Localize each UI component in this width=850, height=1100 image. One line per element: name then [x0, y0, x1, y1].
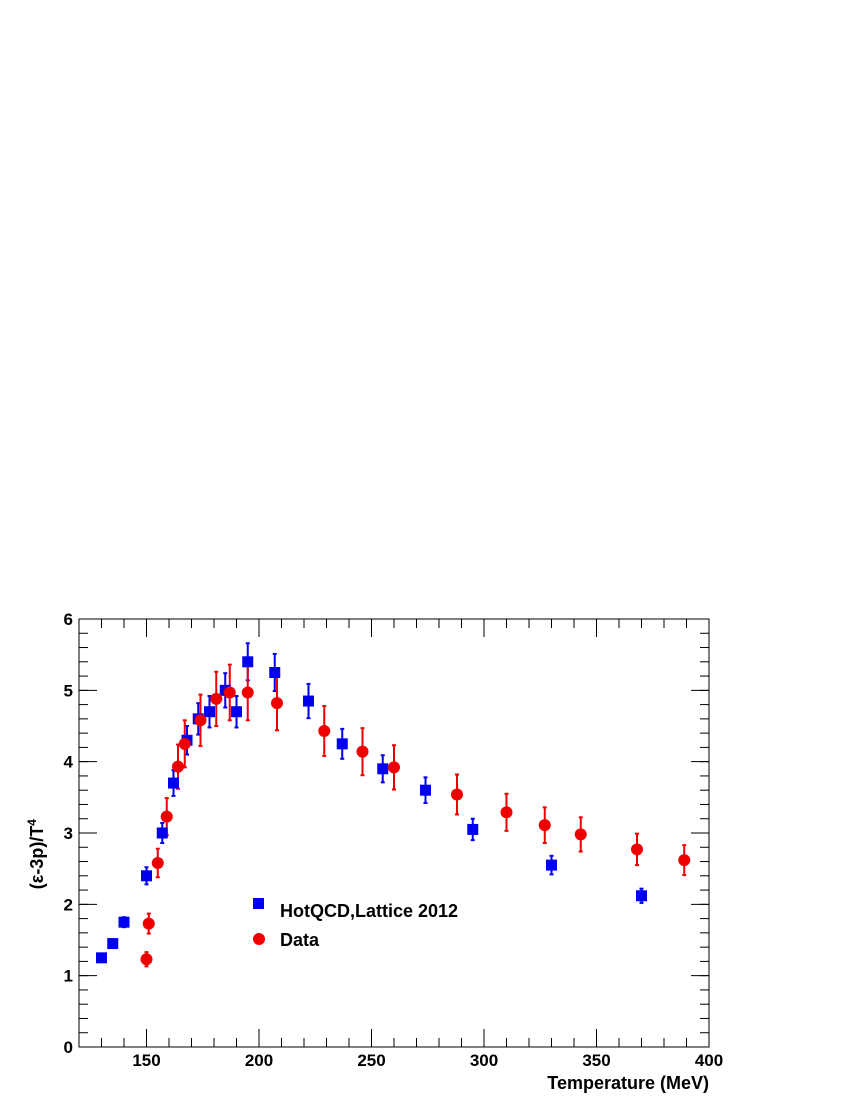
legend-marker-hotqcd	[253, 898, 264, 909]
data-point	[241, 686, 254, 699]
hotqcd-point	[231, 706, 242, 718]
hotqcd-point	[467, 823, 479, 835]
data-point	[538, 819, 551, 832]
data-point	[151, 856, 164, 869]
data-point	[318, 724, 331, 737]
x-tick-label: 350	[582, 1051, 610, 1070]
data-point	[172, 760, 184, 773]
y-tick-label: 2	[64, 895, 73, 914]
y-tick-label: 0	[64, 1038, 73, 1057]
x-axis-title: Temperature (MeV)	[547, 1073, 709, 1093]
y-tick-label: 4	[64, 753, 74, 772]
hotqcd-point	[141, 870, 152, 882]
data-point	[678, 854, 691, 867]
y-tick-label: 1	[64, 967, 73, 986]
y-axis-title: (ε-3p)/T4	[25, 819, 47, 890]
hotqcd-point	[303, 695, 314, 707]
data-point	[356, 745, 369, 758]
y-tick-labels: 0 1 2 3 4 5 6	[64, 610, 74, 1057]
y-axis-title-sup: 4	[25, 819, 39, 826]
data-point	[142, 917, 155, 930]
hotqcd-point	[118, 916, 130, 928]
hotqcd-point	[156, 827, 168, 839]
x-tick-labels: 150 200 250 300 350 400	[132, 1051, 723, 1070]
y-tick-label: 5	[64, 681, 73, 700]
plot-frame	[78, 618, 710, 1048]
hotqcd-point	[107, 938, 119, 950]
x-tick-label: 400	[695, 1051, 723, 1070]
hotqcd-point	[204, 706, 215, 718]
data-point	[210, 692, 223, 705]
legend-marker-data	[253, 933, 265, 945]
hotqcd-point	[636, 890, 647, 902]
y-tick-label: 3	[64, 824, 73, 843]
legend-label-hotqcd: HotQCD,Lattice 2012	[280, 901, 458, 921]
data-point	[140, 953, 153, 966]
hotqcd-point	[336, 738, 348, 750]
x-tick-label: 200	[245, 1051, 273, 1070]
data-point	[223, 686, 236, 699]
hotqcd-point	[242, 656, 254, 668]
legend-label-data: Data	[280, 930, 320, 950]
x-tick-label: 150	[132, 1051, 160, 1070]
data-point	[574, 828, 587, 841]
data-point	[271, 697, 283, 710]
data-point	[178, 737, 191, 750]
y-axis-title-main: (ε-3p)/T	[27, 826, 47, 890]
minor-ticks	[78, 618, 710, 1048]
data-point	[388, 761, 400, 774]
hotqcd-point	[420, 784, 431, 796]
data-point	[160, 810, 173, 823]
x-tick-label: 250	[357, 1051, 385, 1070]
hotqcd-point	[377, 763, 389, 775]
x-tick-label: 300	[470, 1051, 498, 1070]
hotqcd-point	[269, 667, 281, 678]
data-point	[194, 714, 207, 727]
data-point	[451, 788, 463, 801]
legend: HotQCD,Lattice 2012 Data	[253, 898, 458, 950]
data-point	[500, 806, 513, 819]
hotqcd-point	[546, 859, 557, 871]
data-point	[631, 843, 643, 856]
major-ticks	[79, 618, 710, 1048]
markers	[96, 656, 691, 966]
hotqcd-point	[168, 777, 179, 789]
y-tick-label: 6	[64, 610, 73, 629]
hotqcd-point	[96, 952, 107, 964]
